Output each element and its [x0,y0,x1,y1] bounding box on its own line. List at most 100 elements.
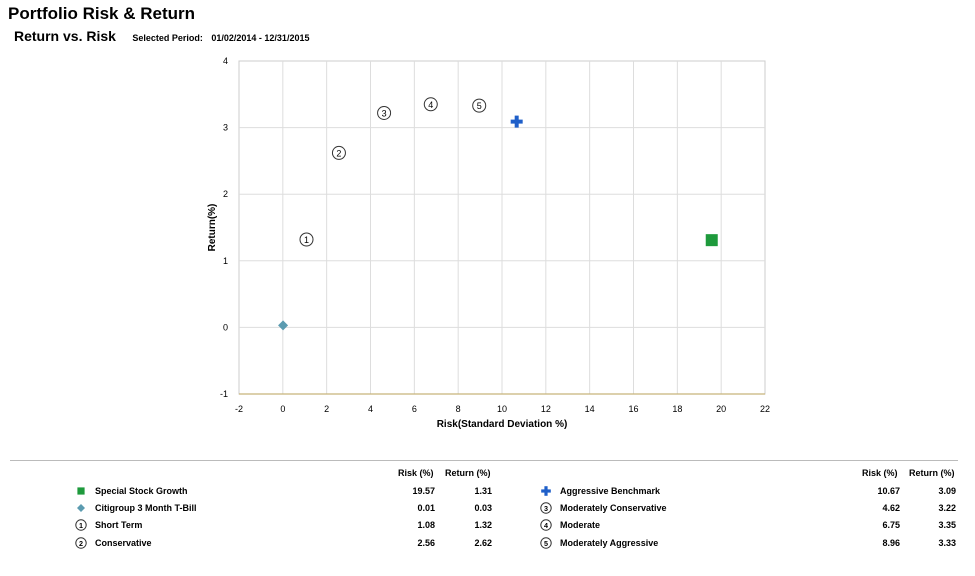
y-tick-label: 3 [223,123,228,133]
marker-number: 2 [79,539,83,548]
marker-number: 3 [382,108,387,118]
x-tick-label: 20 [716,404,726,414]
legend-item-return: 3.22 [938,503,956,513]
legend-item-name: Moderately Conservative [560,503,667,513]
marker-number: 5 [477,101,482,111]
numbered-circle-marker [540,537,552,549]
y-tick-label: 1 [223,256,228,266]
marker-number: 1 [79,521,83,530]
legend-item-return: 3.35 [938,520,956,530]
data-point [705,234,718,247]
data-point [510,115,523,128]
numbered-circle-marker [75,537,87,549]
legend-left-return-header: Return (%) [445,468,491,478]
legend-row: 4 Moderate 6.75 3.35 [540,519,956,533]
legend-row: 1 Short Term 1.08 1.32 [75,519,492,533]
legend-item-risk: 19.57 [412,486,435,496]
data-point: 5 [472,98,487,113]
marker-number: 1 [304,235,309,245]
numbered-circle-marker [377,105,392,120]
marker-number: 4 [544,521,548,530]
y-tick-label: 4 [223,56,228,66]
legend-item-return: 3.33 [938,538,956,548]
plus-marker-v [514,115,519,128]
legend-item-name: Special Stock Growth [95,486,188,496]
legend-symbol [77,487,85,495]
numbered-circle-marker [540,502,552,514]
numbered-circle-marker [540,519,552,531]
x-tick-label: 22 [760,404,770,414]
page-title: Portfolio Risk & Return [8,4,196,23]
scatter-chart: -2 0 2 4 6 8 10 12 14 16 18 20 22-101234Risk(Standar… [207,56,770,430]
y-tick-label: 0 [223,322,228,332]
y-axis-title: Return(%) [207,204,218,252]
legend-item-return: 0.03 [474,503,492,513]
legend-item-name: Moderate [560,520,601,530]
legend-item-risk: 6.75 [882,520,900,530]
y-tick-label: 2 [223,189,228,199]
chart-subtitle: Return vs. Risk [14,28,116,44]
legend-item-risk: 8.96 [882,538,900,548]
legend-row: Special Stock Growth 19.57 1.31 [75,485,492,499]
x-tick-label: 4 [368,404,373,414]
x-tick-label: 16 [628,404,638,414]
legend-symbol: 2 [75,537,87,549]
y-tick-label: -1 [220,389,228,399]
legend-row: 3 Moderately Conservative 4.62 3.22 [540,502,956,516]
diamond-marker [77,504,85,512]
data-point: 1 [299,232,314,247]
marker-number: 4 [428,100,433,110]
numbered-circle-marker [75,519,87,531]
x-tick-label: 14 [585,404,595,414]
legend-symbol: 1 [75,519,87,531]
legend-item-name: Conservative [95,538,152,548]
legend-item-return: 1.32 [474,520,492,530]
diamond-marker [278,320,289,331]
legend-symbol: 4 [540,519,552,531]
marker-number: 2 [336,148,341,158]
legend-symbol [77,504,85,512]
legend-symbol: 3 [540,502,552,514]
legend-row: Aggressive Benchmark 10.67 3.09 [540,485,956,499]
legend-row: Citigroup 3 Month T-Bill 0.01 0.03 [75,502,492,516]
numbered-circle-marker [331,145,346,160]
square-marker [77,487,85,495]
legend-right-risk-header: Risk (%) [862,468,898,478]
legend-left-risk-header: Risk (%) [398,468,434,478]
legend-item-name: Short Term [95,520,143,530]
data-point [278,320,289,331]
legend-item-name: Citigroup 3 Month T-Bill [95,503,197,513]
square-marker [705,234,718,247]
legend-row: 2 Conservative 2.56 2.62 [75,537,492,551]
legend-item-risk: 2.56 [417,538,435,548]
legend-symbol: 5 [540,537,552,549]
x-tick-label: 0 [280,404,285,414]
numbered-circle-marker [423,97,438,112]
legend-right-return-header: Return (%) [909,468,955,478]
x-tick-label: 6 [412,404,417,414]
legend-row: 5 Moderately Aggressive 8.96 3.33 [540,537,956,551]
plus-marker-v [544,486,548,496]
legend-item-name: Moderately Aggressive [560,538,659,548]
x-tick-label: 8 [456,404,461,414]
legend-item-return: 2.62 [474,538,492,548]
legend-item-risk: 10.67 [877,486,900,496]
x-axis-title: Risk(Standard Deviation %) [437,419,568,430]
legend-item-risk: 1.08 [417,520,435,530]
x-tick-label: 12 [541,404,551,414]
period-label: Selected Period: [132,33,203,43]
numbered-circle-marker [299,232,314,247]
numbered-circle-marker [472,98,487,113]
legend-divider [10,460,958,461]
x-tick-label: 18 [672,404,682,414]
period-value: 01/02/2014 - 12/31/2015 [211,33,310,43]
legend-item-return: 3.09 [938,486,956,496]
marker-number: 5 [544,539,548,548]
legend-item-return: 1.31 [474,486,492,496]
x-tick-label: 2 [324,404,329,414]
data-point: 3 [377,105,392,120]
legend-item-risk: 4.62 [882,503,900,513]
data-point: 4 [423,97,438,112]
subtitle-row: Return vs. Risk Selected Period: 01/02/2… [14,28,309,46]
data-point: 2 [331,145,346,160]
